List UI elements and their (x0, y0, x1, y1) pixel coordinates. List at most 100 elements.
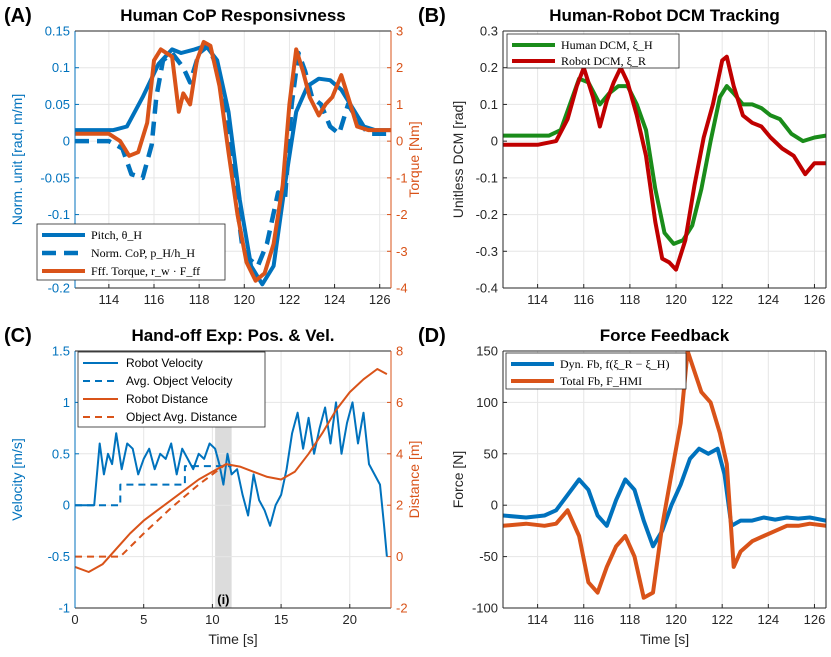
legend-item: Object Avg. Distance (126, 410, 237, 424)
legend: Dyn. Fb, f(ξ_R − ξ_H) Total Fb, F_HMI (505, 352, 687, 390)
y-right-tick-label: 0 (396, 549, 403, 564)
legend-item: Robot Velocity (126, 356, 203, 370)
y-right-tick-label: -3 (396, 244, 408, 259)
legend: Pitch, θ_H Norm. CoP, p_H/h_H Fff. Torque,… (36, 223, 226, 281)
x-tick-label: 116 (144, 292, 165, 307)
y-tick-label: -0.4 (476, 281, 498, 296)
series-line-1 (75, 401, 388, 557)
y-tick-label: 1 (63, 395, 70, 410)
y-axis-label: Force [N] (450, 451, 466, 509)
x-tick-label: 5 (140, 612, 147, 627)
x-tick-label: 126 (369, 292, 391, 307)
y-tick-label: 0 (491, 134, 498, 149)
legend-box (77, 351, 266, 428)
x-tick-label: 114 (527, 612, 548, 627)
y-right-tick-label: -2 (396, 601, 408, 616)
x-tick-label: 15 (274, 612, 288, 627)
chart-title: Hand-off Exp: Pos. & Vel. (131, 326, 334, 345)
y-right-tick-label: -1 (396, 170, 408, 185)
series-line-2 (75, 465, 232, 507)
legend-item: Total Fb, F_HMI (560, 374, 642, 388)
panel-d: 114 116 118 120 122 124 126 150 100 50 0 -50 -100 For… (418, 325, 827, 647)
y-tick-label: 0.5 (52, 446, 70, 461)
chart-title: Human CoP Responsivness (120, 6, 345, 25)
y-tick-label: -0.1 (476, 170, 498, 185)
x-tick-label: 124 (757, 612, 779, 627)
series-line-1 (503, 76, 826, 246)
x-tick-label: 20 (343, 612, 357, 627)
y-tick-label: -50 (479, 549, 498, 564)
legend-item: Avg. Object Velocity (126, 374, 233, 388)
series-line-2 (503, 351, 826, 600)
y-tick-label: 0.1 (480, 97, 498, 112)
x-tick-label: 126 (804, 292, 826, 307)
x-tick-label: 124 (324, 292, 346, 307)
x-tick-label: 124 (757, 292, 779, 307)
y-right-tick-label: 6 (396, 395, 403, 410)
x-tick-label: 116 (573, 292, 594, 307)
y-right-tick-label: 2 (396, 60, 403, 75)
x-tick-label: 126 (804, 612, 826, 627)
y-axis-label: Unitless DCM [rad] (450, 101, 466, 218)
legend-box (506, 33, 680, 69)
x-tick-label: 0 (71, 612, 78, 627)
x-tick-label: 116 (573, 612, 594, 627)
series-line-4 (75, 460, 233, 558)
y-tick-label: -0.1 (48, 207, 70, 222)
x-tick-label: 118 (620, 612, 641, 627)
y-tick-label: 0 (63, 134, 70, 149)
x-tick-label: 122 (711, 292, 733, 307)
y-axis-label: Norm. unit [rad, m/m] (9, 94, 25, 225)
y-right-tick-label: -4 (396, 281, 408, 296)
y-tick-label: 0.3 (480, 24, 498, 39)
x-tick-label: 114 (98, 292, 119, 307)
y-right-tick-label: 8 (396, 344, 403, 359)
x-tick-label: 122 (279, 292, 301, 307)
y-tick-label: -1 (58, 601, 70, 616)
legend-item: Robot Distance (126, 392, 208, 406)
y-right-tick-label: 4 (396, 446, 403, 461)
chart-title: Force Feedback (600, 326, 730, 345)
x-tick-label: 10 (205, 612, 219, 627)
series-line-2 (503, 54, 826, 272)
panel-b: 114 116 118 120 122 124 126 0.3 0.2 0.1 0 -0.1 -0.2 -… (418, 5, 827, 307)
y-tick-label: 0.1 (52, 60, 70, 75)
panel-label: (A) (4, 5, 32, 27)
y-tick-label: -0.05 (40, 170, 70, 185)
series-line-1 (503, 446, 826, 549)
panel-a: 114 116 118 120 122 124 1260.150.10.050-0.05-0… (4, 5, 422, 307)
legend: Robot Velocity Avg. Object Velocity Robot … (77, 351, 266, 428)
legend-item: Dyn. Fb, f(ξ_R − ξ_H) (560, 357, 669, 371)
legend-item: Pitch, θ_H (91, 228, 142, 242)
y-tick-label: 0 (63, 498, 70, 513)
legend-item: Human DCM, ξ_H (561, 38, 653, 52)
annotation-label: (i) (217, 592, 229, 607)
y-tick-label: 0.05 (45, 97, 70, 112)
y-tick-label: 100 (476, 395, 498, 410)
panel-label: (B) (418, 5, 446, 27)
legend-item: Norm. CoP, p_H/h_H (91, 246, 195, 260)
y-right-tick-label: 2 (396, 498, 403, 513)
y-tick-label: -100 (472, 601, 498, 616)
panel-label: (C) (4, 325, 32, 347)
x-tick-label: 120 (233, 292, 255, 307)
y-tick-label: 50 (484, 446, 498, 461)
y-right-axis-label: Torque [Nm] (406, 121, 422, 197)
legend-item: Fff. Torque, r_w · F_ff (91, 264, 200, 278)
legend: Human DCM, ξ_H Robot DCM, ξ_R (506, 33, 680, 69)
y-tick-label: -0.3 (476, 244, 498, 259)
y-tick-label: 0 (491, 498, 498, 513)
y-right-tick-label: -2 (396, 207, 408, 222)
panel-label: (D) (418, 325, 446, 347)
x-tick-label: 114 (527, 292, 548, 307)
x-axis-label: Time [s] (640, 631, 689, 647)
x-tick-label: 122 (711, 612, 733, 627)
chart-title: Human-Robot DCM Tracking (549, 6, 779, 25)
series-line-3 (75, 368, 388, 573)
y-right-tick-label: 1 (396, 97, 403, 112)
series-line-3 (75, 40, 391, 283)
y-axis-label: Velocity [m/s] (9, 438, 25, 520)
y-tick-label: 0.15 (45, 24, 70, 39)
